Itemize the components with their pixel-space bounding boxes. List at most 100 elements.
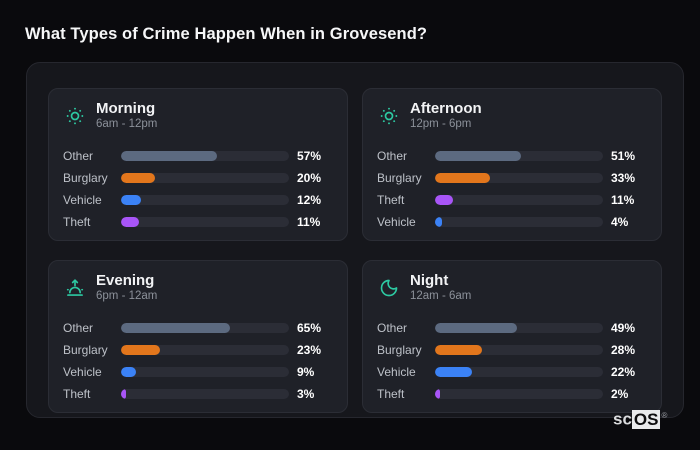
bar-chart: Other 65% Burglary 23% Vehicle 9% Theft 3%: [63, 317, 333, 405]
bar-label: Vehicle: [377, 365, 416, 380]
bar-value: 22%: [611, 365, 636, 380]
bar-track: [121, 217, 289, 228]
bar-fill: [121, 217, 140, 228]
card-subtitle: 6pm - 12am: [96, 290, 158, 303]
moon-icon: [379, 278, 399, 298]
bar-fill: [121, 389, 127, 400]
bar-value: 11%: [611, 193, 635, 208]
bar-value: 65%: [297, 321, 322, 336]
bar-track: [435, 195, 603, 206]
bar-value: 28%: [611, 343, 636, 358]
bar-label: Other: [63, 149, 94, 164]
bar-fill: [121, 151, 217, 162]
bar-fill: [435, 173, 491, 184]
bar-fill: [121, 345, 160, 356]
bar-fill: [435, 195, 454, 206]
bar-track: [121, 173, 289, 184]
crime-times-panel: Morning 6am - 12pm Other 57% Burglary 20% Ve…: [26, 62, 684, 418]
bar-value: 20%: [297, 171, 322, 186]
bar-value: 4%: [611, 215, 629, 230]
bar-row: Other 51%: [377, 145, 647, 167]
bar-track: [121, 195, 289, 206]
card-subtitle: 12am - 6am: [410, 290, 472, 303]
bar-fill: [435, 323, 518, 334]
card-heading-text: Afternoon 12pm - 6pm: [410, 100, 482, 132]
bar-fill: [121, 173, 155, 184]
bar-row: Vehicle 12%: [63, 189, 333, 211]
bar-fill: [435, 217, 442, 228]
card-heading-text: Morning 6am - 12pm: [96, 100, 157, 132]
bar-label: Other: [63, 321, 94, 336]
time-period-card-afternoon: Afternoon 12pm - 6pm Other 51% Burglary 33%…: [362, 88, 662, 241]
bar-label: Vehicle: [377, 215, 416, 230]
bar-track: [435, 217, 603, 228]
bar-label: Burglary: [377, 171, 422, 186]
bar-value: 3%: [297, 387, 315, 402]
bar-value: 11%: [297, 215, 321, 230]
bar-label: Burglary: [63, 343, 108, 358]
bar-label: Theft: [63, 215, 91, 230]
bar-value: 9%: [297, 365, 315, 380]
bar-fill: [435, 367, 472, 378]
page-title: What Types of Crime Happen When in Grove…: [25, 25, 428, 43]
sunset-icon: [65, 278, 85, 298]
bar-fill: [121, 323, 231, 334]
bar-fill: [435, 345, 483, 356]
bar-track: [121, 389, 289, 400]
card-header: Evening 6pm - 12am: [65, 272, 333, 304]
time-period-card-night: Night 12am - 6am Other 49% Burglary 28% Vehi…: [362, 260, 662, 413]
bar-row: Theft 2%: [377, 383, 647, 405]
bar-row: Other 65%: [63, 317, 333, 339]
bar-label: Burglary: [63, 171, 108, 186]
brand-prefix: sc: [613, 409, 632, 429]
bar-track: [121, 151, 289, 162]
bar-row: Theft 11%: [377, 189, 647, 211]
bar-value: 57%: [297, 149, 322, 164]
bar-chart: Other 49% Burglary 28% Vehicle 22% Theft 2%: [377, 317, 647, 405]
card-heading-text: Evening 6pm - 12am: [96, 272, 157, 304]
bar-fill: [435, 389, 440, 400]
bar-row: Vehicle 22%: [377, 361, 647, 383]
bar-row: Burglary 28%: [377, 339, 647, 361]
card-title: Evening: [96, 272, 155, 289]
bar-label: Other: [377, 321, 408, 336]
bar-row: Vehicle 9%: [63, 361, 333, 383]
bar-track: [435, 367, 603, 378]
bar-track: [435, 173, 603, 184]
bar-fill: [121, 195, 142, 206]
bar-row: Theft 3%: [63, 383, 333, 405]
bar-label: Theft: [63, 387, 91, 402]
registered-trademark-icon: ®: [661, 411, 668, 420]
bar-row: Theft 11%: [63, 211, 333, 233]
card-title: Afternoon: [410, 100, 482, 117]
bar-row: Burglary 20%: [63, 167, 333, 189]
bar-track: [121, 323, 289, 334]
bar-label: Burglary: [377, 343, 422, 358]
bar-row: Other 57%: [63, 145, 333, 167]
bar-value: 2%: [611, 387, 629, 402]
card-title: Morning: [96, 100, 156, 117]
bar-chart: Other 57% Burglary 20% Vehicle 12% Theft 11%: [63, 145, 333, 233]
bar-chart: Other 51% Burglary 33% Theft 11% Vehicle 4%: [377, 145, 647, 233]
bar-track: [121, 367, 289, 378]
bar-track: [435, 389, 603, 400]
bar-track: [435, 151, 603, 162]
bar-label: Vehicle: [63, 365, 102, 380]
bar-track: [435, 345, 603, 356]
card-title: Night: [410, 272, 449, 289]
bar-value: 33%: [611, 171, 636, 186]
bar-label: Other: [377, 149, 408, 164]
bar-value: 23%: [297, 343, 322, 358]
card-header: Afternoon 12pm - 6pm: [379, 100, 647, 132]
bar-row: Burglary 33%: [377, 167, 647, 189]
bar-fill: [435, 151, 521, 162]
bar-track: [121, 345, 289, 356]
card-subtitle: 12pm - 6pm: [410, 118, 472, 131]
sun-icon: [379, 106, 399, 126]
bar-label: Theft: [377, 387, 405, 402]
sun-icon: [65, 106, 85, 126]
card-heading-text: Night 12am - 6am: [410, 272, 471, 304]
brand-suffix: OS: [631, 409, 661, 429]
bar-row: Other 49%: [377, 317, 647, 339]
card-header: Night 12am - 6am: [379, 272, 647, 304]
